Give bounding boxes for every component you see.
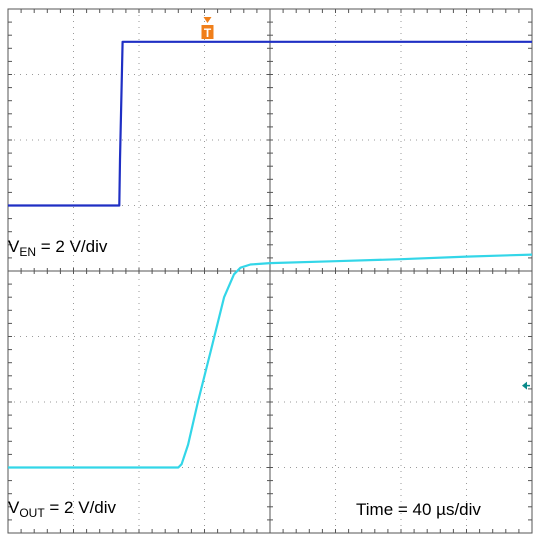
level-arrow-icon xyxy=(522,381,527,390)
trace-v-out xyxy=(8,253,533,469)
traces xyxy=(8,40,533,469)
trace-v-en xyxy=(8,40,532,207)
time-scale-label: Time = 40 µs/div xyxy=(356,500,481,519)
ven-scale-label: VEN = 2 V/div xyxy=(8,237,108,259)
trigger-arrow-icon xyxy=(203,17,212,23)
trigger-marker-box xyxy=(201,25,214,39)
graticule xyxy=(7,8,533,534)
vout-scale-label: VOUT = 2 V/div xyxy=(8,498,117,520)
markers: T xyxy=(201,17,530,390)
plot-border xyxy=(7,8,533,534)
trigger-marker-label: T xyxy=(204,26,212,40)
